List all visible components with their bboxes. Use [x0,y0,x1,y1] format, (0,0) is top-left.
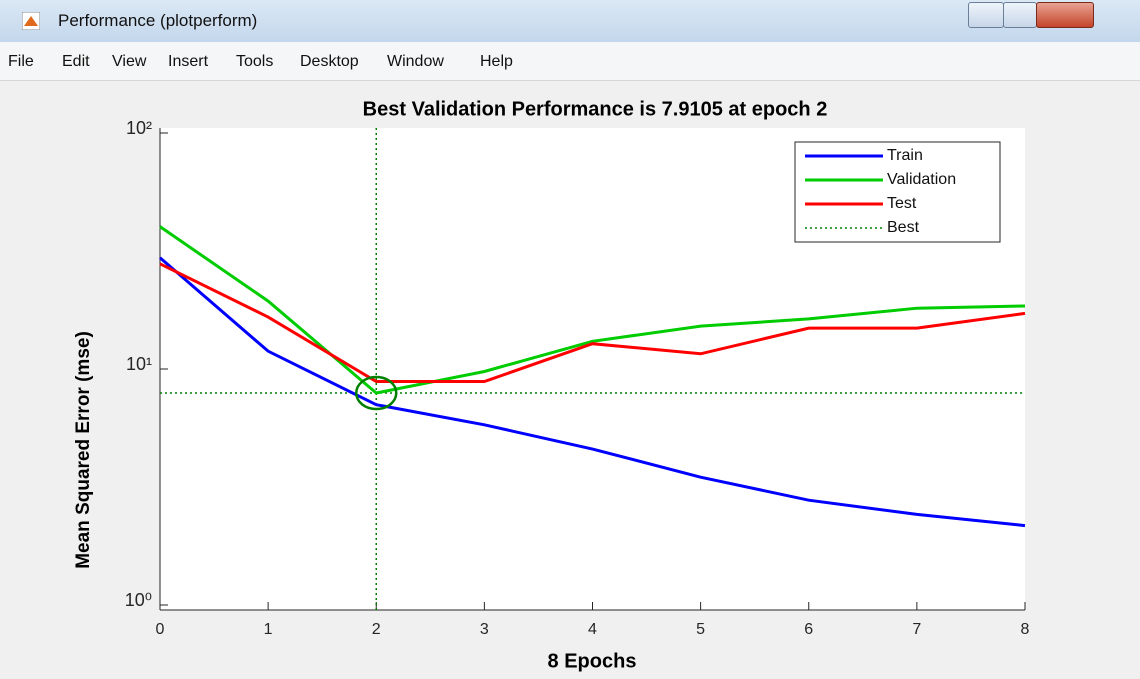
legend-box [794,141,1001,243]
menu-item[interactable]: Desktop [300,53,359,70]
menu-item[interactable]: Window [387,53,444,70]
menu-item[interactable]: View [112,53,147,70]
menu-item[interactable]: File [8,53,34,70]
chart: Best Validation Performance is 7.9105 at… [73,98,1030,672]
window-title: Performance (plotperform) [58,11,258,30]
y-axis-label: Mean Squared Error (mse) [73,331,94,569]
x-tick-label: 5 [696,621,705,638]
x-tick-label: 7 [912,621,921,638]
legend-label: Best [887,219,920,236]
menu-item[interactable]: Insert [168,53,209,70]
series-line [159,256,1026,528]
x-tick-label: 6 [804,621,813,638]
legend-label: Test [887,195,917,212]
x-axis-label: 8 Epochs [548,650,637,672]
x-tick-label: 1 [264,621,273,638]
x-tick-label: 8 [1021,621,1030,638]
x-tick-label: 0 [156,621,165,638]
best-marker [355,375,398,411]
legend-label: Validation [887,171,956,188]
maximize-button[interactable] [1003,2,1037,28]
series-line [159,262,1026,384]
close-button[interactable] [1036,2,1094,28]
app-icon [22,12,40,30]
chart-title: Best Validation Performance is 7.9105 at… [363,98,828,120]
x-tick-label: 3 [480,621,489,638]
legend-label: Train [887,147,923,164]
x-tick-label: 2 [372,621,381,638]
y-tick-label: 10² [126,118,152,138]
series-line [159,225,1026,395]
title-bar: Performance (plotperform) [0,0,1140,42]
menu-item[interactable]: Help [480,53,513,70]
menu-bar: File Edit View Insert Tools Desktop Window Help [0,42,1140,81]
menu-item[interactable]: Edit [62,53,90,70]
x-tick-label: 4 [588,621,597,638]
y-tick-label: 10⁰ [125,590,152,610]
minimize-button[interactable] [968,2,1004,28]
y-tick-label: 10¹ [126,354,152,374]
menu-item[interactable]: Tools [236,53,274,70]
